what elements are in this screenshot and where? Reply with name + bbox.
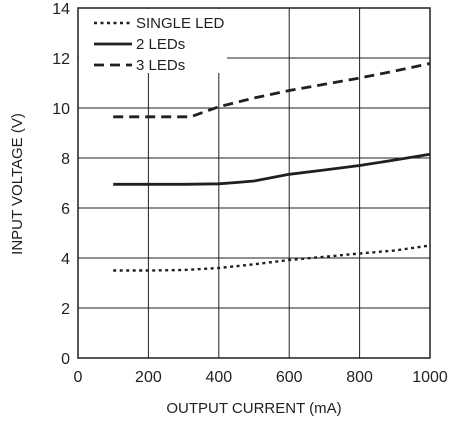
y-tick-label: 6 [61, 201, 70, 218]
series-line-3 [113, 62, 431, 119]
series-lines [113, 62, 431, 272]
y-tick-label: 0 [61, 351, 70, 368]
x-axis-label: OUTPUT CURRENT (mA) [166, 400, 341, 417]
x-tick-label: 600 [276, 369, 303, 386]
legend-background [79, 9, 227, 73]
y-tick-label: 10 [52, 101, 70, 118]
legend-label-2: 2 LEDs [136, 36, 185, 53]
x-tick-label: 0 [74, 369, 83, 386]
series-line-1 [113, 244, 431, 272]
legend-label-1: SINGLE LED [136, 15, 225, 32]
x-tick-label: 800 [346, 369, 373, 386]
plot-frame [77, 7, 431, 359]
y-tick-label: 4 [61, 251, 70, 268]
legend: SINGLE LED 2 LEDs 3 LEDs [79, 9, 227, 74]
legend-label-3: 3 LEDs [136, 57, 185, 74]
tick-labels: 0 200 400 600 800 1000 0 2 4 6 8 10 12 14 [52, 1, 448, 386]
x-tick-label: 200 [135, 369, 162, 386]
y-tick-label: 14 [52, 1, 70, 18]
series-line-2 [113, 152, 431, 186]
y-axis-label: INPUT VOLTAGE (V) [9, 113, 26, 255]
y-tick-label: 2 [61, 301, 70, 318]
y-tick-label: 12 [52, 51, 70, 68]
x-tick-label: 400 [205, 369, 232, 386]
x-tick-label: 1000 [412, 369, 448, 386]
y-tick-label: 8 [61, 151, 70, 168]
plot-border [77, 7, 431, 359]
